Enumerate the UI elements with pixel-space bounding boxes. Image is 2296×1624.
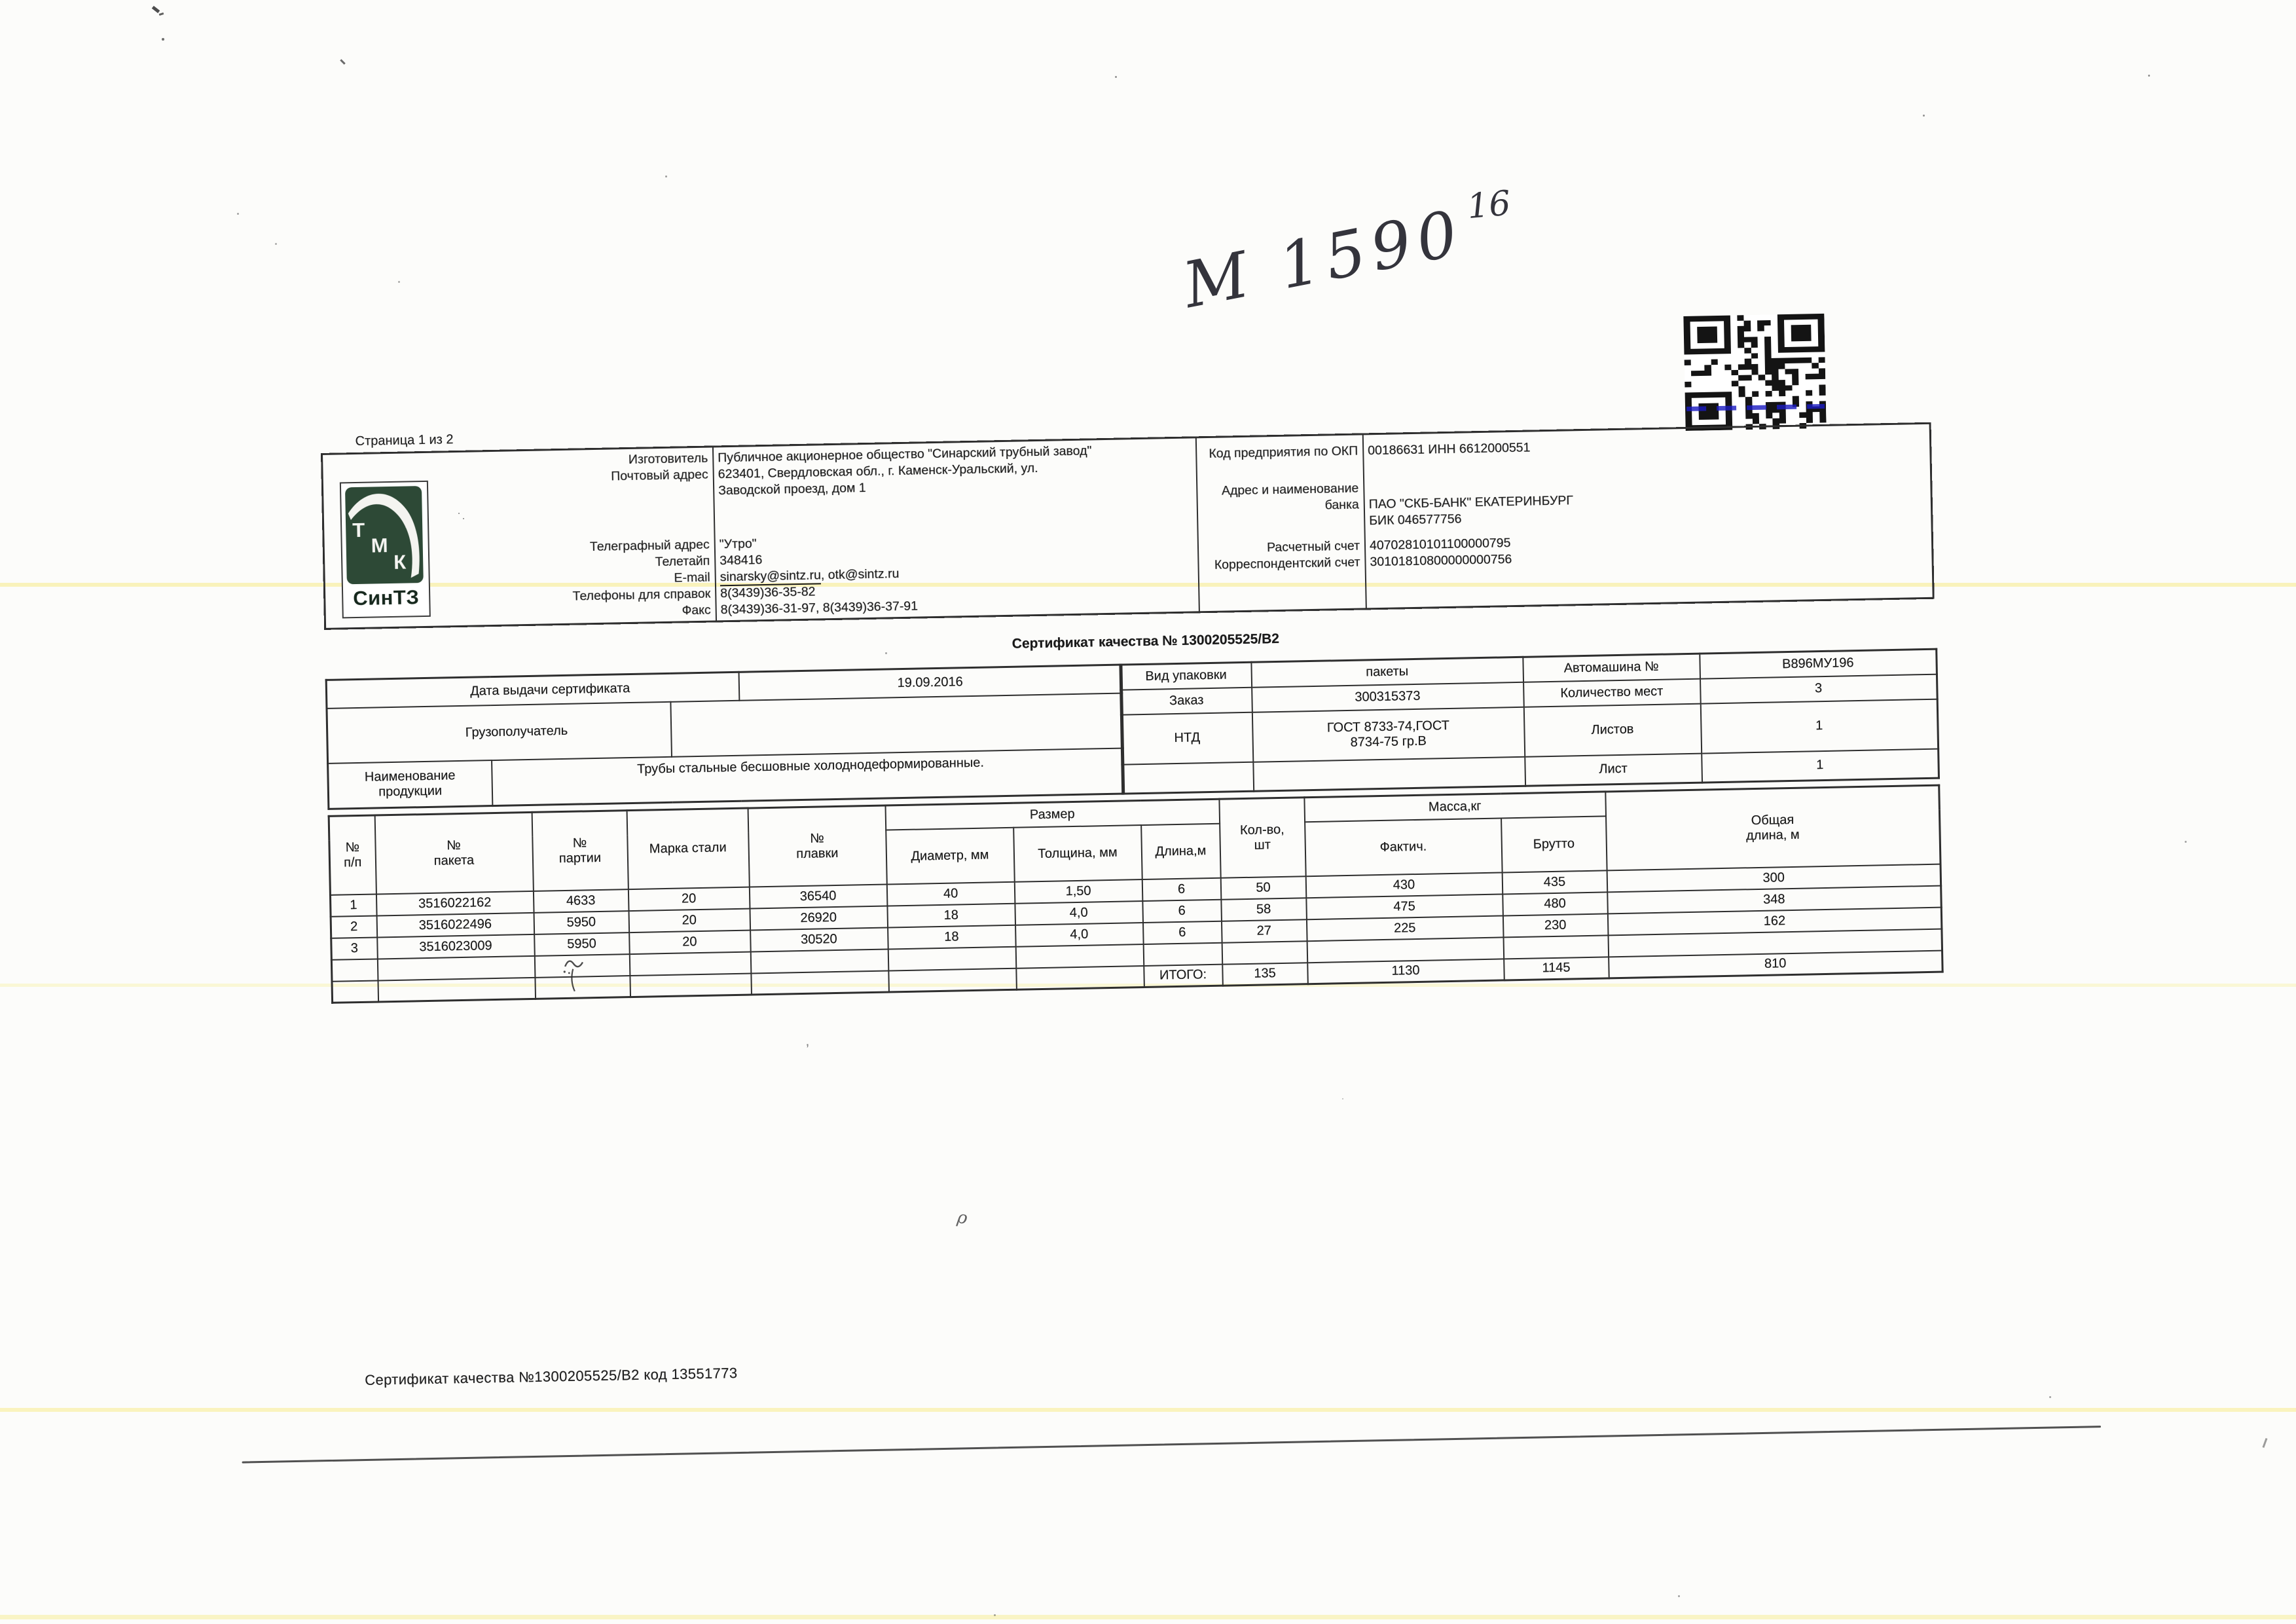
value-settlement-account: 40702810101100000795 [1369,536,1511,553]
tmk-letter-t: Т [352,518,365,542]
divider [712,447,718,621]
col-header-steel-grade: Марка стали [627,808,750,889]
handwritten-main: М 1590 [1177,195,1470,323]
totals-quantity: 135 [1222,962,1308,986]
value-bik: БИК 046577756 [1369,511,1462,528]
dust-speck [885,652,887,654]
col-header-quantity: Кол-во, шт [1218,797,1306,878]
col-header-total-length: Общая длина, м [1605,785,1941,870]
tmk-logo-mark: Т М К [345,486,424,585]
sheets-label: Листов [1523,703,1702,757]
col-header-row-number: № п/п [329,815,376,895]
sheet-label: Лист [1524,753,1702,786]
dust-speck [1678,1595,1680,1597]
email-link: sinarsky@sintz.ru [720,568,822,587]
pen-mark [158,12,164,16]
dust-speck [665,175,667,177]
dust-speck [2185,841,2187,843]
value-teletype: 348416 [720,553,763,568]
value-fax: 8(3439)36-31-97, 8(3439)36-37-91 [720,599,919,618]
col-header-length: Длина,м [1140,823,1221,879]
consignee-label: Грузополучатель [326,701,672,764]
scan-stripe [0,1615,2296,1619]
handwritten-squiggle [563,960,584,992]
sheets-value: 1 [1700,699,1939,754]
totals-label: ИТОГО: [1143,964,1223,987]
handwritten-number: М 159016 [1177,183,1521,323]
packaging-label: Вид упаковки [1120,662,1252,690]
document-body: Страница 1 из 2 М 159016 Т М [242,184,2102,1599]
label-bank-name-2: банка [1324,497,1360,513]
col-header-diameter: Диаметр, мм [885,827,1015,885]
value-postal-address-2: Заводской проезд, дом 1 [718,481,866,498]
ntd-label: НТД [1121,712,1253,765]
divider [1362,435,1367,608]
label-okp-code: Код предприятия по ОКП [1209,443,1358,461]
truck-label: Автомашина № [1522,654,1700,682]
dust-speck [1115,76,1117,78]
dust-speck [237,213,239,215]
totals-gross-mass: 1145 [1503,956,1609,980]
value-okp-code: 00186631 ИНН 6612000551 [1368,440,1531,458]
dust-speck [2049,1396,2051,1398]
label-correspondent-account: Корреспондентский счет [1214,555,1360,572]
footer-certificate-line: Сертификат качества №1300205525/В2 код 1… [364,1365,738,1388]
dust-speck [994,1614,996,1616]
places-label: Количество мест [1523,678,1701,707]
divider [1195,438,1200,612]
dust-speck: ’ [806,1041,809,1058]
dust-speck [2262,1437,2268,1449]
dust-speck [1342,1098,1343,1099]
col-header-actual-mass: Фактич. [1304,817,1503,876]
header-box: Т М К СинТЗ Изготовитель Почтовый адрес … [321,422,1935,630]
order-label: Заказ [1120,687,1252,715]
dust-speck [458,513,460,514]
label-bank-name-1: Адрес и наименование [1221,481,1359,498]
qr-code [1683,313,1827,431]
value-correspondent-account: 30101810800000000756 [1370,552,1512,570]
col-header-thickness: Толщина, мм [1013,824,1142,882]
value-email: sinarsky@sintz.ru, otk@sintz.ru [720,566,900,587]
pen-mark [151,5,160,14]
dust-speck [340,59,346,65]
col-header-melt-number: № плавки [748,805,887,887]
sheet-value: 1 [1701,748,1939,783]
dust-speck [2148,75,2150,77]
product-name-label-2: продукции [378,783,443,800]
value-bank-name: ПАО "СКБ-БАНК" ЕКАТЕРИНБУРГ [1368,493,1574,512]
consignee-value [670,693,1123,757]
dust-speck [463,518,464,519]
tmk-swoosh-icon [348,494,420,578]
info-table-right: Вид упаковки пакеты Автомашина № В896МУ1… [1119,648,1941,795]
col-header-batch-number: № партии [532,810,629,891]
info-table-left: Дата выдачи сертификата 19.09.2016 Грузо… [325,663,1125,810]
value-phones: 8(3439)36-35-82 [720,584,816,601]
horizontal-rule [242,1426,2102,1464]
empty-cell [1121,762,1254,794]
email-rest: , otk@sintz.ru [820,566,900,583]
empty-cell [1252,756,1525,792]
product-name-label: Наименование продукции [327,760,492,809]
totals-actual-mass: 1130 [1307,958,1504,984]
dust-speck [162,38,164,41]
col-header-gross-mass: Брутто [1501,815,1607,872]
qr-code-canvas [1683,313,1827,431]
handwritten-superscript: 16 [1465,183,1512,227]
tmk-logo: Т М К СинТЗ [339,480,431,619]
col-header-package-number: № пакета [374,812,534,895]
page-number-label: Страница 1 из 2 [355,432,454,449]
ntd-value: ГОСТ 8733-74,ГОСТ 8734-75 гр.В [1252,707,1525,762]
certificate-title: Сертификат качества № 1300205525/В2 [1011,631,1280,652]
dust-speck [275,243,277,245]
label-settlement-account: Расчетный счет [1266,538,1360,555]
dust-speck [1923,115,1925,117]
value-telegraph-address: "Утро" [719,536,757,552]
dust-speck [398,281,400,283]
